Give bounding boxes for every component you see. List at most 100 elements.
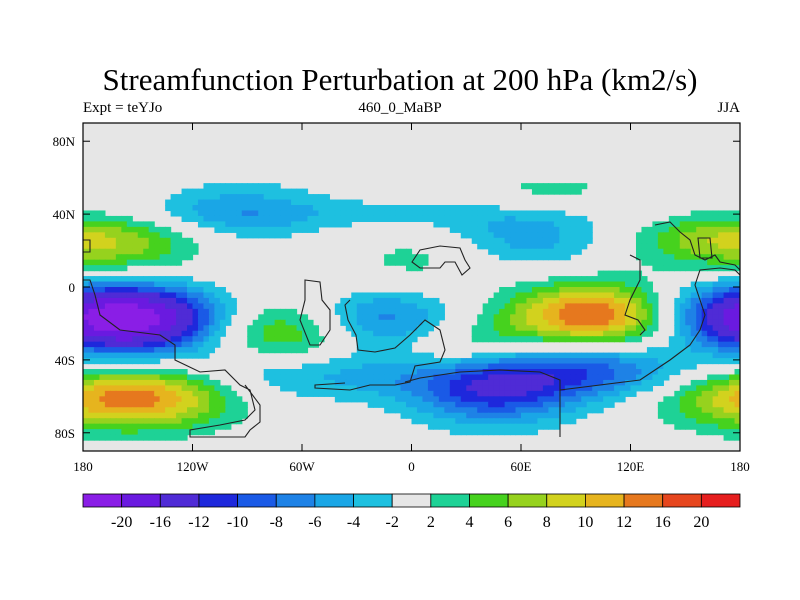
field-cell xyxy=(499,374,506,381)
field-cell xyxy=(570,243,577,250)
field-cell xyxy=(170,325,177,332)
field-cell xyxy=(674,330,681,337)
field-cell xyxy=(302,226,309,233)
field-cell xyxy=(553,210,560,217)
field-cell xyxy=(521,363,528,370)
field-cell xyxy=(137,429,144,436)
field-cell xyxy=(132,259,139,266)
field-cell xyxy=(258,205,265,212)
field-cell xyxy=(252,215,259,222)
field-cell xyxy=(477,210,484,217)
field-cell xyxy=(236,221,243,228)
field-cell xyxy=(280,369,287,376)
field-cell xyxy=(165,423,172,430)
field-cell xyxy=(455,423,462,430)
field-cell xyxy=(318,379,325,386)
field-cell xyxy=(696,319,703,326)
field-cell xyxy=(559,401,566,408)
field-cell xyxy=(477,221,484,228)
field-cell xyxy=(416,205,424,212)
field-cell xyxy=(493,429,500,436)
field-cell xyxy=(619,308,626,315)
field-cell xyxy=(510,297,517,304)
field-cell xyxy=(126,396,133,403)
field-cell xyxy=(477,232,484,239)
field-cell xyxy=(641,259,648,266)
field-cell xyxy=(389,215,396,222)
field-cell xyxy=(603,303,610,310)
field-cell xyxy=(99,287,106,294)
field-cell xyxy=(427,210,434,217)
field-cell xyxy=(165,243,172,250)
field-cell xyxy=(729,297,736,304)
field-cell xyxy=(137,248,144,255)
field-cell xyxy=(121,221,128,228)
field-cell xyxy=(466,221,473,228)
field-cell xyxy=(559,319,566,326)
field-cell xyxy=(99,412,106,419)
field-cell xyxy=(373,210,380,217)
field-cell xyxy=(395,314,402,321)
field-cell xyxy=(718,303,725,310)
field-cell xyxy=(663,347,670,354)
field-cell xyxy=(674,297,681,304)
field-cell xyxy=(126,423,133,430)
field-cell xyxy=(499,226,506,233)
field-cell xyxy=(515,325,522,332)
field-cell xyxy=(400,248,407,255)
field-cell xyxy=(690,341,697,348)
field-cell xyxy=(121,429,128,436)
field-cell xyxy=(630,374,637,381)
field-cell xyxy=(159,412,166,419)
field-cell xyxy=(132,276,139,283)
field-cell xyxy=(219,183,226,190)
field-cell xyxy=(258,330,265,337)
field-cell xyxy=(422,254,429,261)
field-cell xyxy=(312,194,320,201)
field-cell xyxy=(214,385,221,392)
field-cell xyxy=(603,374,610,381)
field-cell xyxy=(581,396,588,403)
field-cell xyxy=(510,308,517,315)
field-cell xyxy=(181,325,188,332)
field-cell xyxy=(712,330,719,337)
field-cell xyxy=(88,292,95,299)
field-cell xyxy=(323,363,330,370)
field-cell xyxy=(115,358,122,365)
field-cell xyxy=(214,336,221,343)
colorbar-swatch xyxy=(275,493,316,508)
field-cell xyxy=(274,369,281,376)
field-cell xyxy=(559,215,566,222)
field-cell xyxy=(214,199,221,206)
field-cell xyxy=(444,379,451,386)
field-cell xyxy=(597,281,604,288)
field-cell xyxy=(537,226,544,233)
field-cell xyxy=(148,325,155,332)
field-cell xyxy=(674,303,681,310)
field-cell xyxy=(307,374,314,381)
field-cell xyxy=(99,347,106,354)
field-cell xyxy=(395,210,402,217)
field-cell xyxy=(345,215,352,222)
field-cell xyxy=(378,341,385,348)
field-cell xyxy=(241,215,248,222)
field-cell xyxy=(88,341,95,348)
field-cell xyxy=(592,330,599,337)
field-cell xyxy=(499,423,506,430)
field-cell xyxy=(110,423,117,430)
field-cell xyxy=(603,363,610,370)
colorbar-swatch xyxy=(314,493,354,508)
field-cell xyxy=(406,292,413,299)
field-cell xyxy=(110,396,117,403)
field-cell xyxy=(674,232,681,239)
field-cell xyxy=(707,336,714,343)
field-cell xyxy=(225,314,232,321)
field-cell xyxy=(137,237,144,244)
field-cell xyxy=(504,423,511,430)
field-cell xyxy=(110,265,117,272)
field-cell xyxy=(170,330,177,337)
field-cell xyxy=(652,259,659,266)
field-cell xyxy=(685,319,692,326)
field-cell xyxy=(176,369,183,376)
field-cell xyxy=(592,325,599,332)
